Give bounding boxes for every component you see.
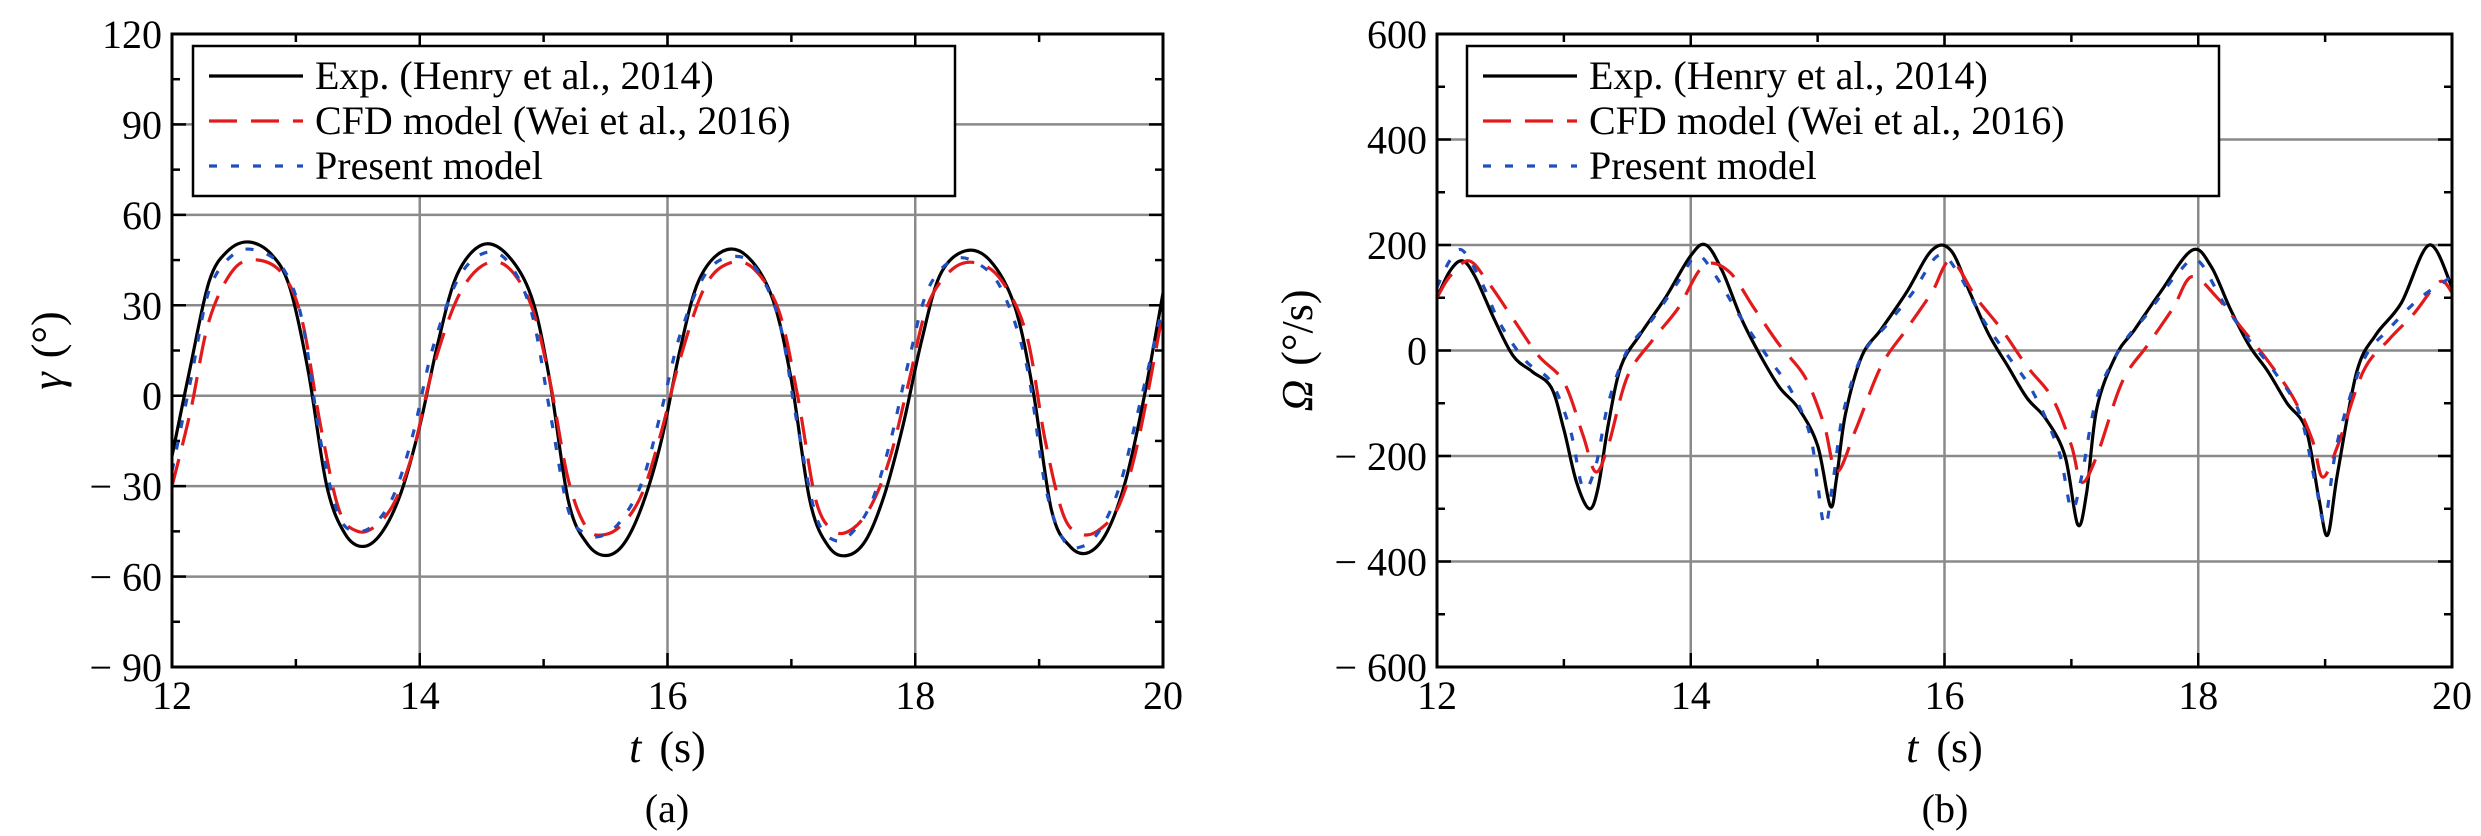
y-tick-label: 0 [1407, 329, 1427, 374]
x-axis-label: t (s) [1906, 723, 1983, 772]
y-tick-label: 30 [122, 283, 162, 328]
y-tick-label: − 30 [89, 464, 162, 509]
y-tick-label: − 400 [1334, 540, 1427, 585]
y-tick-label: 400 [1367, 118, 1427, 163]
plot-frame [170, 32, 1165, 669]
y-axis-symbol: γ [23, 371, 72, 390]
x-tick-label: 18 [895, 673, 935, 718]
y-axis-label: γ (°) [23, 311, 72, 389]
legend-label-2: Present model [1589, 143, 1817, 188]
x-tick-label: 16 [648, 673, 688, 718]
y-tick-label: − 90 [89, 645, 162, 690]
series-line-0 [1437, 242, 2452, 538]
legend: Exp. (Henry et al., 2014)CFD model (Wei … [191, 44, 957, 198]
series-line-1 [172, 258, 1163, 537]
y-axis-unit: (°) [23, 311, 72, 358]
y-axis-label: Ω (°/s) [1273, 289, 1322, 411]
x-axis-unit: (s) [1936, 723, 1982, 772]
legend-box [191, 44, 957, 198]
legend-label-2: Present model [315, 143, 543, 188]
plot-frame [1435, 32, 2454, 669]
y-tick-label: 600 [1367, 12, 1427, 57]
x-axis-label: t (s) [629, 723, 706, 772]
y-tick-label: 90 [122, 102, 162, 147]
x-tick-label: 12 [152, 673, 192, 718]
y-tick-label: − 200 [1334, 434, 1427, 479]
x-tick-label: 16 [1925, 673, 1965, 718]
panel-label: (a) [645, 786, 689, 831]
x-tick-label: 12 [1417, 673, 1457, 718]
series-line-1 [1437, 259, 2452, 485]
panel-label: (b) [1922, 786, 1969, 831]
y-axis-unit: (°/s) [1273, 289, 1322, 365]
y-tick-label: 120 [102, 12, 162, 57]
y-tick-label: 200 [1367, 223, 1427, 268]
legend-box [1465, 44, 2221, 198]
x-tick-label: 14 [1671, 673, 1711, 718]
x-tick-label: 20 [2432, 673, 2472, 718]
legend-label-0: Exp. (Henry et al., 2014) [1589, 53, 1988, 98]
series-line-2 [172, 247, 1163, 550]
x-tick-label: 18 [2178, 673, 2218, 718]
x-axis-symbol: t [1906, 723, 1920, 772]
legend: Exp. (Henry et al., 2014)CFD model (Wei … [1465, 44, 2221, 198]
x-axis-unit: (s) [659, 723, 705, 772]
x-tick-label: 20 [1143, 673, 1183, 718]
y-axis-symbol: Ω [1273, 380, 1322, 412]
legend-label-1: CFD model (Wei et al., 2016) [1589, 98, 2065, 143]
legend-label-0: Exp. (Henry et al., 2014) [315, 53, 714, 98]
x-tick-label: 14 [400, 673, 440, 718]
y-tick-label: 60 [122, 193, 162, 238]
y-tick-label: − 60 [89, 555, 162, 600]
y-tick-label: − 600 [1334, 645, 1427, 690]
x-axis-symbol: t [629, 723, 643, 772]
series-line-2 [1437, 247, 2452, 528]
y-tick-label: 0 [142, 374, 162, 419]
legend-label-1: CFD model (Wei et al., 2016) [315, 98, 791, 143]
